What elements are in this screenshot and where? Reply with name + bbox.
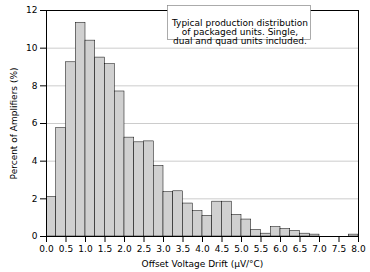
svg-text:0: 0	[32, 231, 38, 241]
svg-text:4.0: 4.0	[195, 244, 210, 254]
svg-text:4: 4	[32, 156, 38, 166]
svg-text:2: 2	[32, 194, 38, 204]
svg-text:1.5: 1.5	[98, 244, 112, 254]
svg-text:12: 12	[26, 5, 37, 15]
svg-text:8: 8	[32, 81, 38, 91]
svg-text:1.0: 1.0	[78, 244, 93, 254]
svg-text:3.0: 3.0	[156, 244, 171, 254]
svg-text:5.0: 5.0	[234, 244, 249, 254]
svg-text:6.0: 6.0	[273, 244, 288, 254]
svg-text:2.5: 2.5	[137, 244, 151, 254]
svg-text:0.5: 0.5	[59, 244, 73, 254]
svg-text:6: 6	[32, 118, 38, 128]
svg-text:8.0: 8.0	[351, 244, 366, 254]
svg-text:7.0: 7.0	[312, 244, 327, 254]
svg-text:10: 10	[26, 43, 38, 53]
svg-text:5.5: 5.5	[254, 244, 268, 254]
svg-text:0.0: 0.0	[39, 244, 54, 254]
svg-text:Percent of Amplifiers (%): Percent of Amplifiers (%)	[9, 68, 19, 180]
svg-text:Typical production distributio: Typical production distributionof packag…	[171, 18, 308, 46]
svg-text:4.5: 4.5	[215, 244, 229, 254]
svg-text:Offset Voltage Drift (μV/°C): Offset Voltage Drift (μV/°C)	[142, 259, 264, 269]
svg-text:2.0: 2.0	[117, 244, 132, 254]
svg-text:3.5: 3.5	[176, 244, 190, 254]
svg-text:7.5: 7.5	[332, 244, 346, 254]
svg-text:6.5: 6.5	[293, 244, 307, 254]
